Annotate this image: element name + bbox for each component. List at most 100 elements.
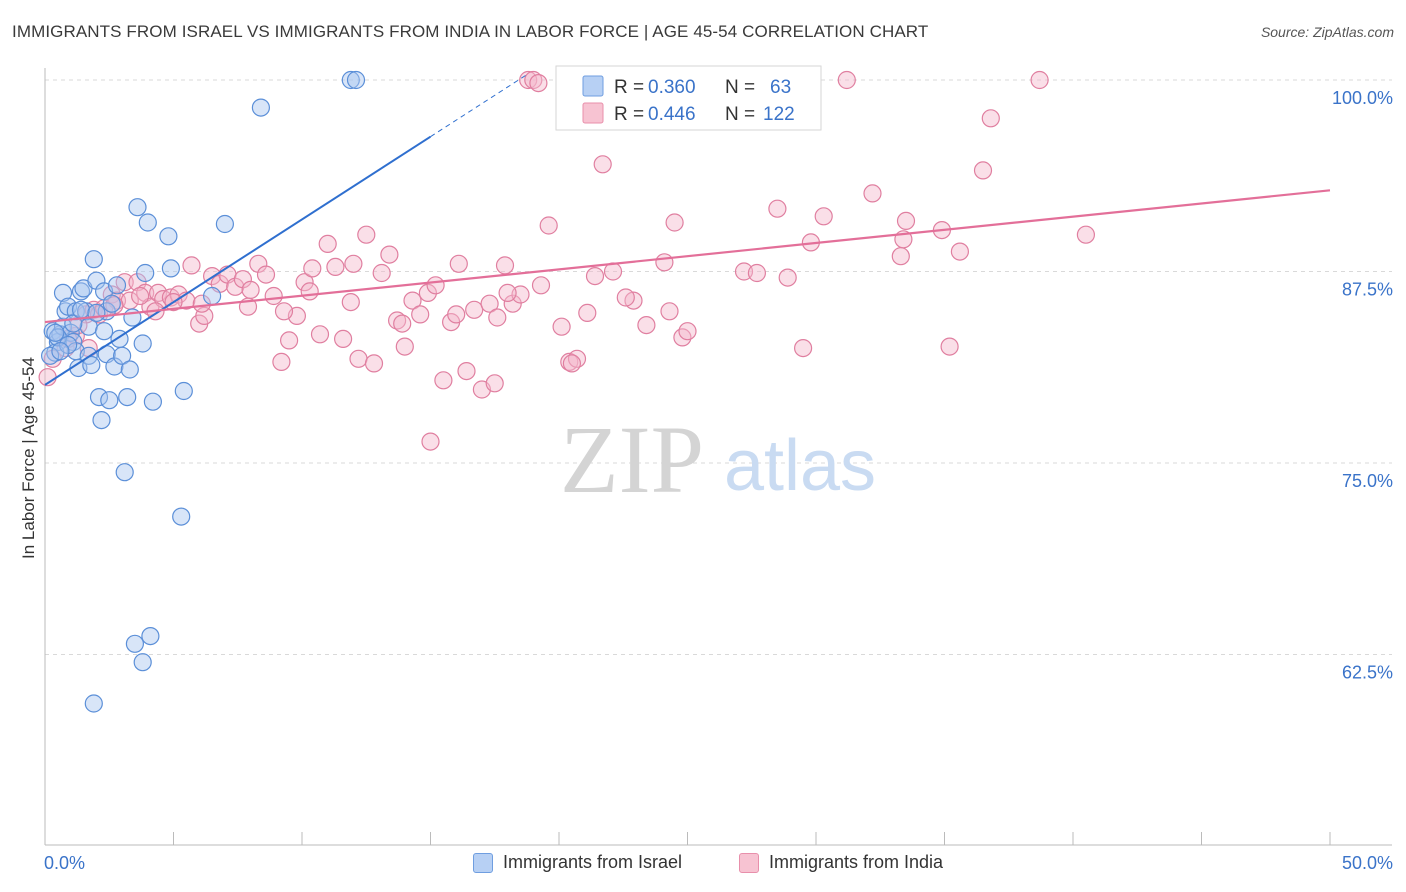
- india-point[interactable]: [457, 362, 476, 381]
- india-point[interactable]: [529, 73, 548, 93]
- india-point[interactable]: [793, 339, 813, 358]
- india-point[interactable]: [182, 256, 201, 275]
- india-point[interactable]: [531, 276, 551, 295]
- india-point[interactable]: [485, 374, 504, 393]
- india-point[interactable]: [539, 216, 558, 235]
- india-point[interactable]: [519, 70, 538, 90]
- india-point[interactable]: [192, 294, 211, 313]
- india-point[interactable]: [447, 305, 466, 324]
- israel-point[interactable]: [71, 282, 91, 301]
- india-point[interactable]: [300, 282, 319, 301]
- india-point[interactable]: [418, 283, 437, 302]
- israel-point[interactable]: [133, 653, 152, 672]
- india-point[interactable]: [344, 254, 363, 273]
- india-point[interactable]: [863, 184, 882, 203]
- israel-point[interactable]: [141, 626, 160, 646]
- israel-point[interactable]: [102, 294, 121, 313]
- india-point[interactable]: [678, 322, 697, 341]
- india-point[interactable]: [603, 262, 623, 281]
- israel-point[interactable]: [40, 346, 60, 365]
- india-point[interactable]: [272, 352, 291, 371]
- israel-point[interactable]: [159, 227, 178, 246]
- israel-point[interactable]: [46, 323, 65, 342]
- israel-point[interactable]: [136, 263, 155, 283]
- india-point[interactable]: [562, 354, 582, 373]
- india-point[interactable]: [403, 291, 422, 310]
- israel-point[interactable]: [84, 694, 103, 713]
- israel-point[interactable]: [172, 507, 191, 526]
- india-point[interactable]: [495, 256, 515, 275]
- india-point[interactable]: [593, 155, 612, 174]
- india-point[interactable]: [896, 211, 916, 230]
- israel-point[interactable]: [107, 276, 127, 295]
- israel-point[interactable]: [84, 250, 103, 269]
- india-point[interactable]: [665, 213, 684, 232]
- india-point[interactable]: [434, 371, 453, 390]
- israel-point[interactable]: [112, 346, 132, 365]
- israel-point[interactable]: [138, 213, 157, 232]
- india-point[interactable]: [303, 259, 322, 278]
- india-point[interactable]: [488, 308, 507, 327]
- india-point[interactable]: [837, 70, 856, 90]
- india-point[interactable]: [778, 268, 797, 287]
- israel-point[interactable]: [82, 355, 101, 375]
- india-point[interactable]: [372, 263, 391, 283]
- india-point[interactable]: [411, 305, 430, 324]
- india-point[interactable]: [480, 294, 499, 313]
- israel-point[interactable]: [118, 388, 137, 407]
- israel-point[interactable]: [94, 322, 114, 341]
- india-point[interactable]: [747, 263, 767, 283]
- india-point[interactable]: [637, 316, 656, 335]
- israel-point[interactable]: [215, 214, 234, 234]
- india-point[interactable]: [660, 302, 679, 321]
- india-point[interactable]: [768, 199, 787, 218]
- india-point[interactable]: [616, 288, 635, 307]
- india-point[interactable]: [421, 432, 440, 451]
- israel-point[interactable]: [120, 360, 139, 379]
- india-point[interactable]: [950, 242, 970, 261]
- india-point[interactable]: [326, 257, 345, 276]
- israel-point[interactable]: [161, 259, 180, 278]
- india-point[interactable]: [578, 303, 597, 322]
- india-point[interactable]: [364, 354, 384, 373]
- india-point[interactable]: [341, 293, 360, 312]
- israel-point[interactable]: [341, 70, 360, 90]
- india-point[interactable]: [274, 302, 294, 321]
- israel-point[interactable]: [100, 391, 119, 410]
- israel-point[interactable]: [203, 286, 222, 306]
- israel-point[interactable]: [346, 70, 366, 90]
- israel-point[interactable]: [133, 334, 152, 353]
- india-point[interactable]: [295, 273, 314, 292]
- india-point[interactable]: [349, 349, 368, 368]
- india-point[interactable]: [981, 109, 1000, 128]
- legend-item-india[interactable]: Immigrants from India: [739, 852, 943, 873]
- india-point[interactable]: [388, 311, 407, 330]
- israel-point[interactable]: [89, 388, 109, 407]
- india-point[interactable]: [449, 254, 468, 273]
- india-point[interactable]: [256, 265, 276, 284]
- india-point[interactable]: [131, 286, 150, 306]
- india-point[interactable]: [498, 283, 517, 302]
- israel-point[interactable]: [128, 198, 147, 217]
- israel-point[interactable]: [125, 634, 144, 653]
- india-point[interactable]: [264, 286, 283, 306]
- india-point[interactable]: [280, 331, 299, 350]
- israel-point[interactable]: [143, 392, 162, 411]
- israel-point[interactable]: [87, 303, 106, 322]
- india-point[interactable]: [334, 329, 353, 348]
- india-point[interactable]: [524, 70, 543, 90]
- india-point[interactable]: [585, 267, 605, 286]
- india-point[interactable]: [814, 207, 833, 226]
- india-point[interactable]: [226, 277, 245, 296]
- india-point[interactable]: [940, 337, 959, 356]
- israel-point[interactable]: [251, 98, 270, 117]
- india-point[interactable]: [241, 280, 260, 299]
- india-point[interactable]: [503, 294, 522, 313]
- india-point[interactable]: [1030, 70, 1049, 90]
- israel-point[interactable]: [51, 342, 70, 361]
- india-point[interactable]: [426, 276, 445, 295]
- israel-point[interactable]: [92, 411, 111, 430]
- india-point[interactable]: [393, 314, 412, 333]
- india-point[interactable]: [395, 337, 414, 356]
- india-point[interactable]: [465, 300, 484, 319]
